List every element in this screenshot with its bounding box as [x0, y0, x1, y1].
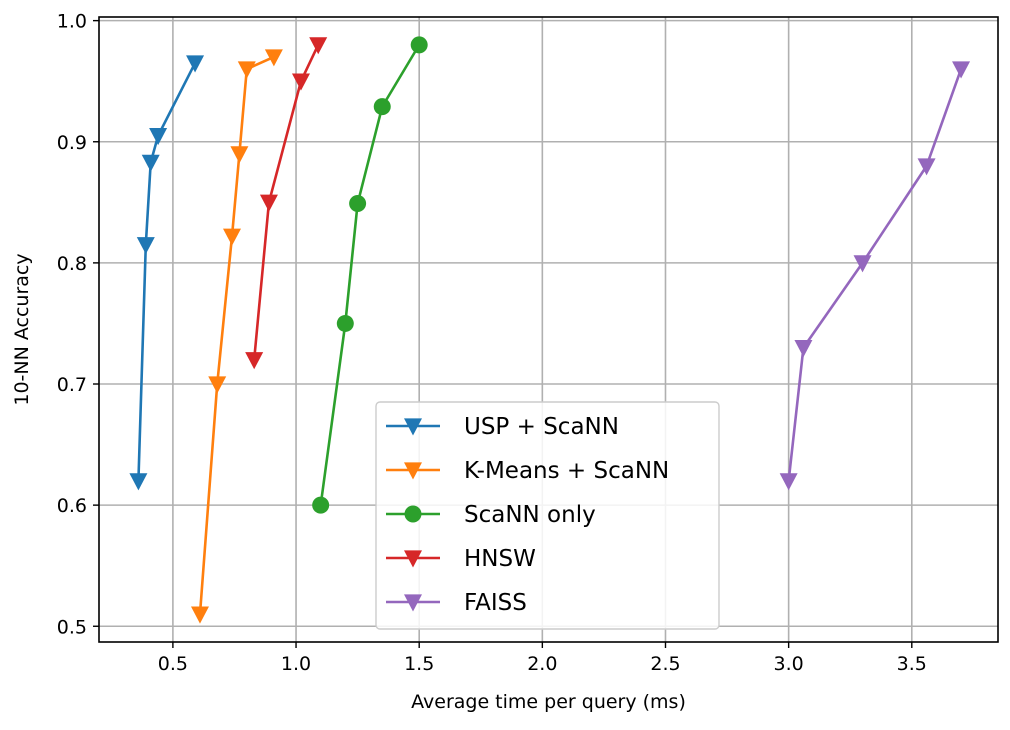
x-tick-label: 1.0: [281, 653, 311, 675]
data-point: [779, 473, 798, 491]
series-line: [787, 68, 963, 482]
plot-series: [129, 36, 971, 624]
data-point: [291, 73, 310, 91]
legend-item: K-Means + ScaNN: [386, 458, 669, 484]
y-axis-ticks: 0.5 0.6 0.7 0.8 0.9 1.0: [57, 11, 99, 638]
legend-swatch-marker: [404, 418, 422, 436]
series-line: [137, 62, 197, 481]
data-point: [190, 606, 209, 624]
legend-box: [375, 401, 720, 630]
series-line: [198, 55, 275, 615]
data-point: [952, 61, 971, 79]
legend-swatch-marker: [404, 594, 422, 612]
data-point: [208, 376, 227, 394]
data-point: [410, 36, 428, 54]
legend-item: ScaNN only: [386, 502, 596, 528]
data-point: [237, 61, 256, 79]
legend-label: K-Means + ScaNN: [464, 458, 669, 484]
data-point: [853, 255, 872, 273]
data-point: [917, 158, 936, 176]
legend-item: FAISS: [386, 590, 527, 616]
x-tick-label: 1.5: [404, 653, 434, 675]
data-point: [794, 340, 813, 358]
x-tick-label: 3.5: [897, 653, 927, 675]
data-point: [309, 37, 328, 55]
y-tick-label: 0.6: [57, 495, 87, 517]
legend-item: USP + ScaNN: [386, 414, 619, 440]
data-point: [336, 314, 354, 332]
data-point: [312, 496, 330, 514]
y-tick-label: 0.9: [57, 132, 87, 154]
y-tick-label: 1.0: [57, 11, 87, 33]
series-4: [779, 61, 971, 491]
x-tick-label: 2.5: [650, 653, 680, 675]
legend-swatch-marker: [404, 462, 422, 480]
data-point: [259, 194, 278, 212]
legend-label: USP + ScaNN: [464, 414, 619, 440]
x-tick-label: 3.0: [774, 653, 804, 675]
series-1: [190, 49, 283, 624]
legend-label: HNSW: [464, 546, 536, 572]
data-point: [129, 473, 148, 491]
data-point: [264, 49, 283, 67]
data-point: [373, 98, 391, 116]
data-point: [149, 128, 168, 146]
legend-swatch-marker: [404, 550, 422, 568]
legend-label: ScaNN only: [464, 502, 596, 528]
legend-swatch-marker: [404, 505, 422, 523]
y-axis-label: 10-NN Accuracy: [11, 253, 33, 405]
y-tick-label: 0.5: [57, 616, 87, 638]
data-point: [230, 146, 249, 164]
data-point: [349, 195, 367, 213]
y-tick-label: 0.7: [57, 374, 87, 396]
y-tick-label: 0.8: [57, 253, 87, 275]
data-point: [141, 154, 160, 172]
legend-item: HNSW: [386, 546, 536, 572]
legend-label: FAISS: [464, 590, 527, 616]
data-point: [245, 352, 264, 370]
series-line: [252, 44, 320, 360]
data-point: [186, 55, 205, 73]
x-axis-ticks: 0.5 1.0 1.5 2.0 2.5 3.0 3.5: [158, 642, 927, 675]
x-tick-label: 2.0: [527, 653, 557, 675]
plot-frame: [98, 16, 999, 643]
legend: USP + ScaNN K-Means + ScaNN ScaNN only HNSW…: [375, 401, 720, 630]
data-point: [223, 228, 242, 246]
x-tick-label: 0.5: [158, 653, 188, 675]
series-0: [129, 55, 205, 491]
series-2: [312, 36, 428, 514]
x-axis-label: Average time per query (ms): [411, 691, 686, 713]
series-3: [245, 37, 328, 370]
data-point: [136, 237, 155, 255]
